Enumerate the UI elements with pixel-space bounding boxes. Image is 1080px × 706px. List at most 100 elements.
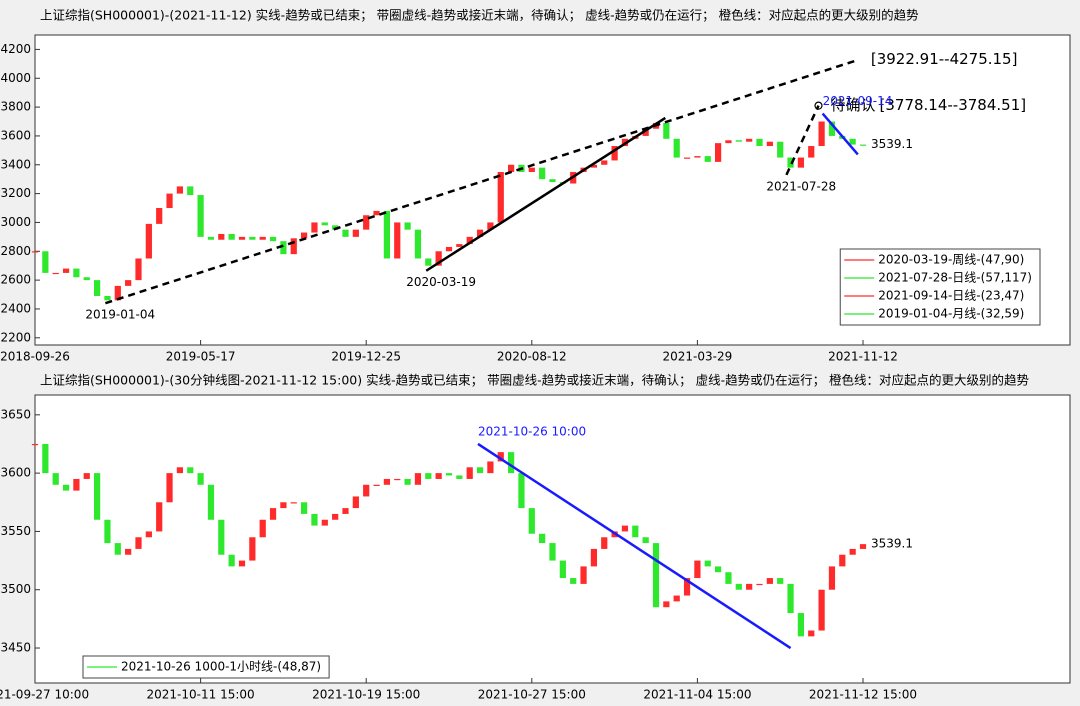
candle [42, 251, 49, 273]
candle [73, 268, 80, 278]
y-tick-label: 3500 [0, 582, 31, 596]
candle [414, 473, 422, 485]
candle [466, 467, 473, 479]
candle [280, 502, 287, 509]
candle [197, 195, 204, 237]
chart-title: 上证综指(SH000001)-(2021-11-12) 实线-趋势或已结束； 带… [40, 8, 919, 23]
candle [404, 478, 411, 485]
candle [93, 280, 101, 296]
candle [321, 519, 328, 526]
last-value-label: 3539.1 [871, 137, 913, 151]
candle [808, 630, 815, 637]
y-tick-label: 2200 [0, 330, 31, 344]
candle [300, 232, 308, 239]
x-tick-label: 2018-09-26 [0, 350, 70, 364]
candle [187, 467, 194, 474]
candle [528, 508, 535, 534]
candle [280, 241, 287, 255]
candle [735, 583, 742, 590]
y-tick-label: 2800 [0, 244, 31, 258]
candle [642, 128, 649, 136]
trend-start-label: 2021-10-26 10:00 [478, 424, 586, 438]
candle [394, 222, 401, 259]
legend-label: 2020-03-19-周线-(47,90) [878, 253, 1024, 267]
trend-line [785, 105, 820, 176]
candle [145, 223, 152, 259]
candle [238, 236, 246, 240]
y-tick-label: 3000 [0, 215, 31, 229]
candle [228, 233, 235, 240]
candle [104, 295, 111, 301]
candle [673, 138, 680, 158]
x-tick-label: 2019-12-25 [331, 350, 401, 364]
candle [342, 508, 349, 514]
candle [249, 236, 256, 240]
candle [373, 210, 380, 216]
candle [290, 502, 297, 504]
x-tick-label: 2021-10-19 15:00 [312, 688, 420, 702]
candle [756, 583, 763, 586]
candle [83, 277, 90, 281]
candle [187, 186, 194, 196]
candle [259, 236, 266, 240]
x-tick-label: 2020-08-12 [497, 350, 567, 364]
candle [104, 519, 111, 544]
candle [125, 548, 132, 555]
candle [445, 246, 453, 252]
trend-start-label: 2021-07-28 [766, 179, 836, 193]
candle [652, 543, 660, 608]
trend-end-label: 待确认 [830, 96, 875, 114]
candle [311, 513, 318, 526]
y-tick-label: 3550 [0, 524, 31, 538]
y-tick-label: 4000 [0, 71, 31, 85]
candle [683, 157, 691, 159]
candle [425, 258, 432, 266]
candle [694, 156, 701, 158]
candle [766, 578, 773, 584]
legend-label: 2021-09-14-日线-(23,47) [878, 289, 1024, 303]
candle [539, 167, 546, 180]
candle [466, 236, 473, 245]
candle [849, 138, 856, 145]
candle [766, 141, 773, 147]
candle [332, 513, 339, 520]
candle [363, 484, 370, 497]
candle [808, 146, 815, 158]
candle [683, 578, 691, 596]
legend-label: 2019-01-04-月线-(32,59) [878, 307, 1024, 321]
candle [746, 583, 753, 590]
candle [673, 595, 680, 602]
legend: 2021-10-26 1000-1小时线-(48,87) [82, 655, 330, 679]
candle [373, 484, 380, 486]
candle [269, 508, 277, 520]
candle [414, 229, 422, 259]
candle [300, 502, 308, 514]
candle [456, 244, 463, 247]
candle [259, 519, 266, 538]
candle [507, 164, 515, 172]
candle [859, 144, 867, 146]
candle [249, 537, 256, 561]
y-tick-label: 3450 [0, 641, 31, 655]
trend-start-label: 2019-01-04 [85, 308, 155, 322]
candle [559, 560, 566, 579]
candle [611, 146, 618, 161]
candle [238, 560, 246, 567]
candle [601, 160, 608, 165]
candle [797, 157, 805, 168]
candle [73, 478, 80, 491]
candle [394, 478, 401, 481]
candle [787, 583, 794, 614]
candle [777, 141, 784, 158]
candle [487, 222, 494, 230]
candle [290, 238, 297, 255]
candle [62, 268, 70, 273]
candle [52, 473, 59, 485]
y-tick-label: 3200 [0, 186, 31, 200]
candle [156, 502, 163, 532]
candle [332, 225, 339, 230]
legend-box [839, 248, 1041, 326]
candle [621, 525, 629, 532]
trend-end-marker [814, 101, 823, 110]
